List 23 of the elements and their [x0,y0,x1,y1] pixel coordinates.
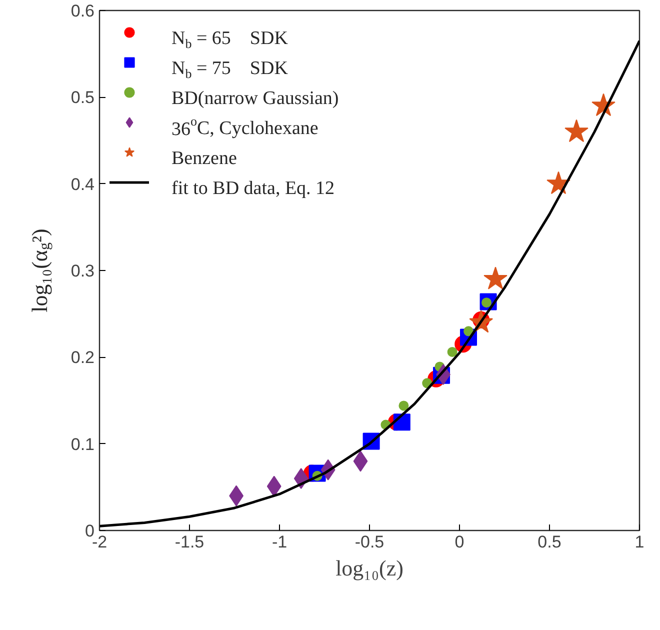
x-tick-label: 0 [454,532,464,552]
point [464,326,474,336]
legend-label: BD(narrow Gaussian) [172,88,339,109]
point [564,119,588,142]
legend-label: fit to BD data, Eq. 12 [172,178,335,199]
legend-label: Benzene [172,148,237,169]
y-tick-label: 0.6 [70,2,95,20]
x-tick-label: -1 [272,532,288,552]
y-tick-label: 0.3 [70,262,95,280]
y-tick-label: 0.4 [70,174,95,194]
y-tick-label: 0.2 [70,348,95,368]
x-tick-label: -1.5 [174,532,204,552]
point [484,266,508,290]
point [447,346,458,357]
x-tick-label: -0.5 [354,532,384,552]
y-tick-label: 0.1 [70,434,95,454]
x-tick-label: 1 [634,532,644,552]
x-axis-title: log₁₀(z) [336,556,404,580]
y-axis-title: log₁₀(αg²) [27,228,53,312]
x-tick-label: 0.5 [538,532,562,552]
y-tick-label: 0.5 [70,88,95,108]
point [546,171,570,194]
point [398,400,409,411]
